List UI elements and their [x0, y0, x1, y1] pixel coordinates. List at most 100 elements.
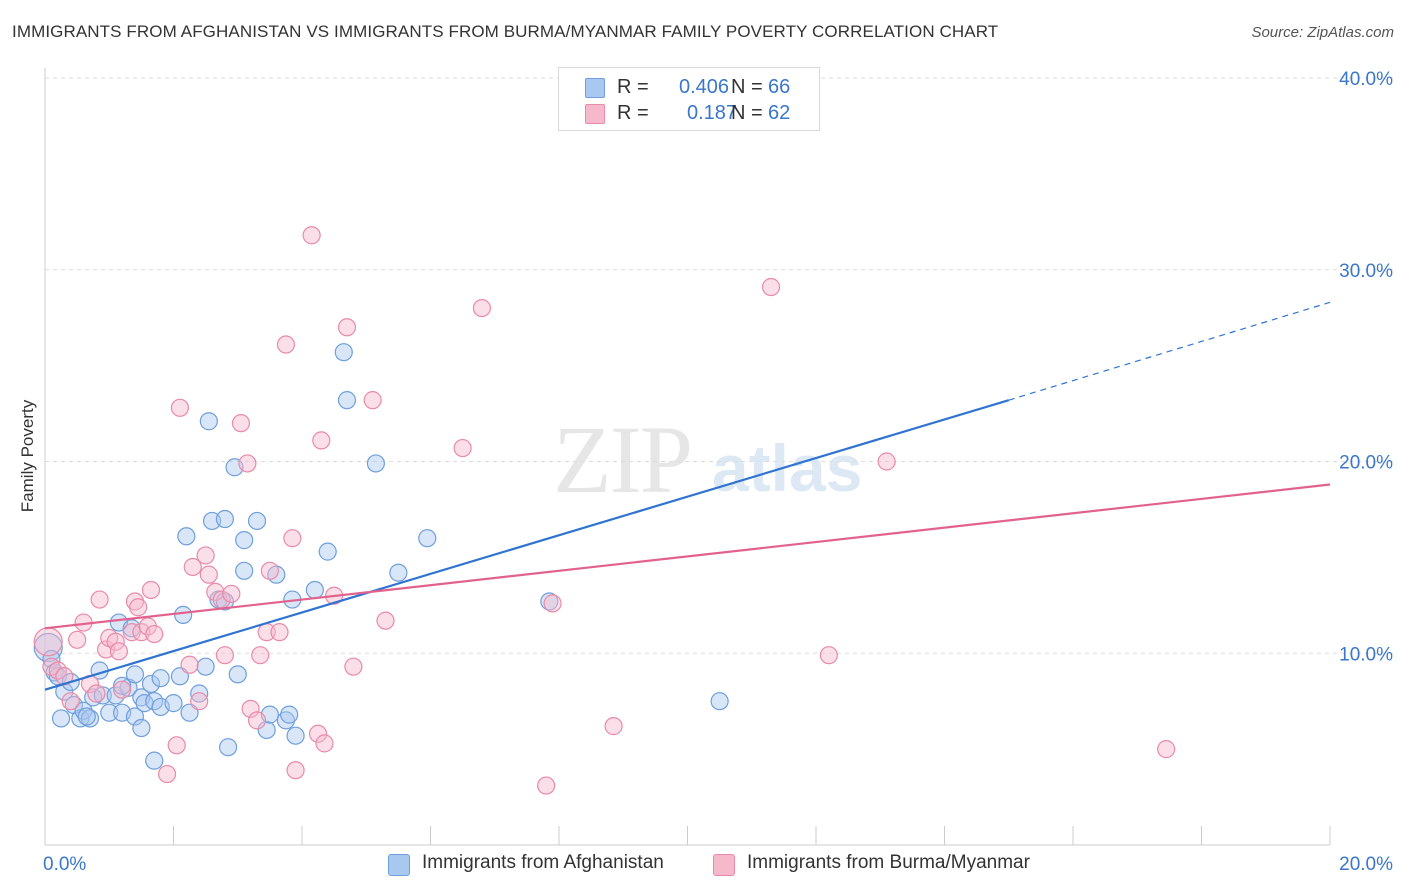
afghanistan-point	[257, 720, 276, 740]
burma-point	[167, 736, 186, 755]
afghanistan-point	[196, 657, 215, 676]
afghanistan-point	[174, 605, 193, 625]
legend-r-value: 0.406	[679, 76, 730, 98]
y-tick-label: 20.0%	[1339, 453, 1393, 474]
afghanistan-point	[164, 694, 183, 713]
afghanistan-point	[51, 709, 71, 728]
afghanistan-point	[337, 391, 357, 410]
y-axis-title: Family Poverty	[18, 399, 37, 513]
bottom-legend-label-burma: Immigrants from Burma/Myanmar	[747, 852, 1030, 873]
y-tick-label: 30.0%	[1339, 261, 1393, 282]
afghanistan-point	[235, 561, 254, 580]
burma-point	[141, 580, 161, 600]
burma-point	[190, 692, 209, 711]
burma-point	[260, 561, 279, 580]
burma-point	[286, 761, 305, 780]
legend-swatch-afghanistan	[585, 78, 605, 98]
afghanistan-point	[318, 542, 337, 561]
burma-point	[196, 546, 215, 565]
burma-point	[312, 431, 331, 450]
bottom-legend-swatch-afghanistan	[388, 854, 410, 876]
burma-point	[109, 642, 128, 661]
burma-point	[363, 391, 382, 410]
afghanistan-trend-line	[44, 399, 1010, 691]
burma-point	[270, 623, 289, 642]
burma-point	[543, 594, 562, 613]
watermark-atlas: atlas	[712, 431, 863, 505]
legend-n-value: 62	[768, 102, 791, 124]
burma-point	[112, 680, 132, 699]
afghanistan-point	[276, 711, 296, 730]
legend-n-value: 66	[768, 76, 791, 98]
afghanistan-point	[100, 703, 119, 722]
afghanistan-point	[280, 705, 299, 724]
afghanistan-point	[93, 686, 112, 705]
y-tick-label: 40.0%	[1339, 69, 1393, 90]
burma-point	[315, 734, 334, 753]
burma-point	[761, 277, 781, 297]
x-tick-label: 0.0%	[43, 854, 86, 875]
afghanistan-point	[151, 669, 170, 688]
burma-point	[33, 627, 63, 657]
burma-point	[106, 632, 125, 651]
x-tick-label: 20.0%	[1339, 854, 1393, 875]
afghanistan-point	[215, 509, 234, 529]
legend-r-label: R =	[617, 76, 649, 98]
bottom-legend-label-afghanistan: Immigrants from Afghanistan	[422, 852, 664, 873]
burma-point	[61, 692, 80, 711]
afghanistan-point	[366, 454, 385, 473]
burma-point	[276, 335, 296, 354]
burma-point	[283, 529, 302, 548]
watermark-zip: ZIP	[553, 406, 693, 513]
afghanistan-point	[125, 665, 145, 684]
afghanistan-point	[286, 726, 305, 745]
burma-point	[222, 584, 241, 603]
burma-point	[68, 630, 87, 649]
burma-point	[87, 684, 106, 703]
burma-point	[472, 299, 491, 318]
afghanistan-point	[389, 563, 408, 582]
afghanistan-point	[305, 580, 324, 600]
legend-n-label: N =	[731, 76, 763, 98]
legend-swatch-burma	[585, 104, 605, 124]
burma-point	[90, 590, 109, 609]
afghanistan-point	[334, 343, 353, 362]
burma-point	[122, 623, 141, 642]
burma-point	[241, 699, 260, 718]
afghanistan-point	[80, 709, 100, 728]
legend-r-label: R =	[617, 102, 649, 124]
afghanistan-point	[710, 692, 729, 711]
afghanistan-point	[177, 527, 196, 546]
burma-point	[170, 398, 190, 417]
burma-trend-line	[44, 483, 1331, 630]
afghanistan-point	[219, 738, 238, 757]
afghanistan-point	[141, 674, 161, 694]
burma-point	[308, 724, 328, 743]
afghanistan-point	[540, 592, 559, 611]
burma-point	[215, 646, 234, 665]
source-credit: Source: ZipAtlas.com	[1251, 24, 1394, 41]
afghanistan-point	[42, 649, 61, 669]
afghanistan-point	[77, 707, 96, 726]
burma-point	[877, 452, 896, 471]
burma-point	[231, 414, 251, 433]
burma-point	[604, 717, 623, 736]
burma-point	[1157, 740, 1176, 759]
burma-point	[180, 655, 199, 674]
afghanistan-point	[132, 718, 151, 738]
burma-point	[247, 711, 267, 730]
burma-point	[453, 438, 472, 458]
afghanistan-point	[112, 676, 132, 695]
burma-point	[344, 657, 363, 676]
afghanistan-point	[190, 684, 209, 703]
afghanistan-point	[228, 665, 247, 684]
legend-n-label: N =	[731, 102, 763, 124]
burma-point	[183, 557, 202, 577]
burma-point	[537, 776, 556, 795]
burma-point	[145, 624, 164, 644]
burma-point	[125, 592, 145, 611]
afghanistan-point	[145, 751, 164, 770]
afghanistan-point	[247, 511, 267, 531]
burma-point	[337, 318, 357, 337]
